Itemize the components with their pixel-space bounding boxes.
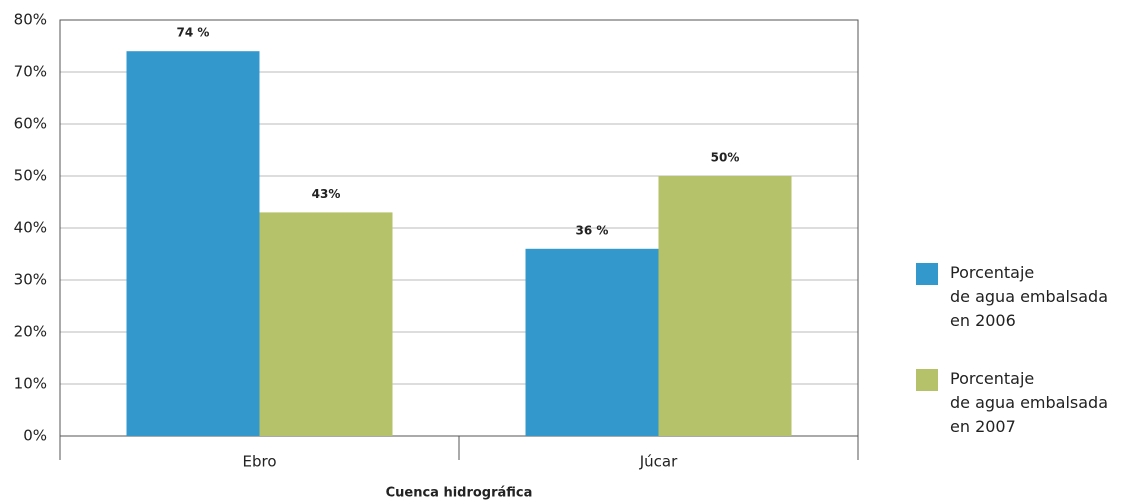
y-tick-label: 20% (14, 323, 47, 341)
legend-item: Porcentaje de agua embalsada en 2007 (916, 367, 1108, 439)
data-label: 43% (312, 187, 341, 201)
y-tick-label: 30% (14, 271, 47, 289)
data-label: 36 % (576, 223, 609, 237)
legend-swatch (916, 369, 938, 391)
bar (658, 176, 792, 436)
data-label: 74 % (177, 26, 210, 40)
bar (126, 51, 260, 436)
x-axis-label: Cuenca hidrográfica (386, 486, 533, 501)
x-tick-label: Ebro (242, 453, 276, 471)
y-tick-label: 60% (14, 115, 47, 133)
bar (259, 212, 393, 436)
y-tick-label: 10% (14, 375, 47, 393)
y-tick-label: 40% (14, 219, 47, 237)
y-tick-label: 80% (14, 11, 47, 29)
legend-label: Porcentaje de agua embalsada en 2007 (950, 369, 1109, 436)
legend-label: Porcentaje de agua embalsada en 2006 (950, 263, 1109, 330)
legend-swatch (916, 263, 938, 285)
x-tick-label: Júcar (639, 453, 678, 471)
y-tick-label: 0% (23, 427, 47, 445)
y-tick-label: 70% (14, 63, 47, 81)
data-label: 50% (711, 151, 740, 165)
legend-item: Porcentaje de agua embalsada en 2006 (916, 261, 1108, 333)
y-tick-label: 50% (14, 167, 47, 185)
bar (525, 248, 659, 436)
